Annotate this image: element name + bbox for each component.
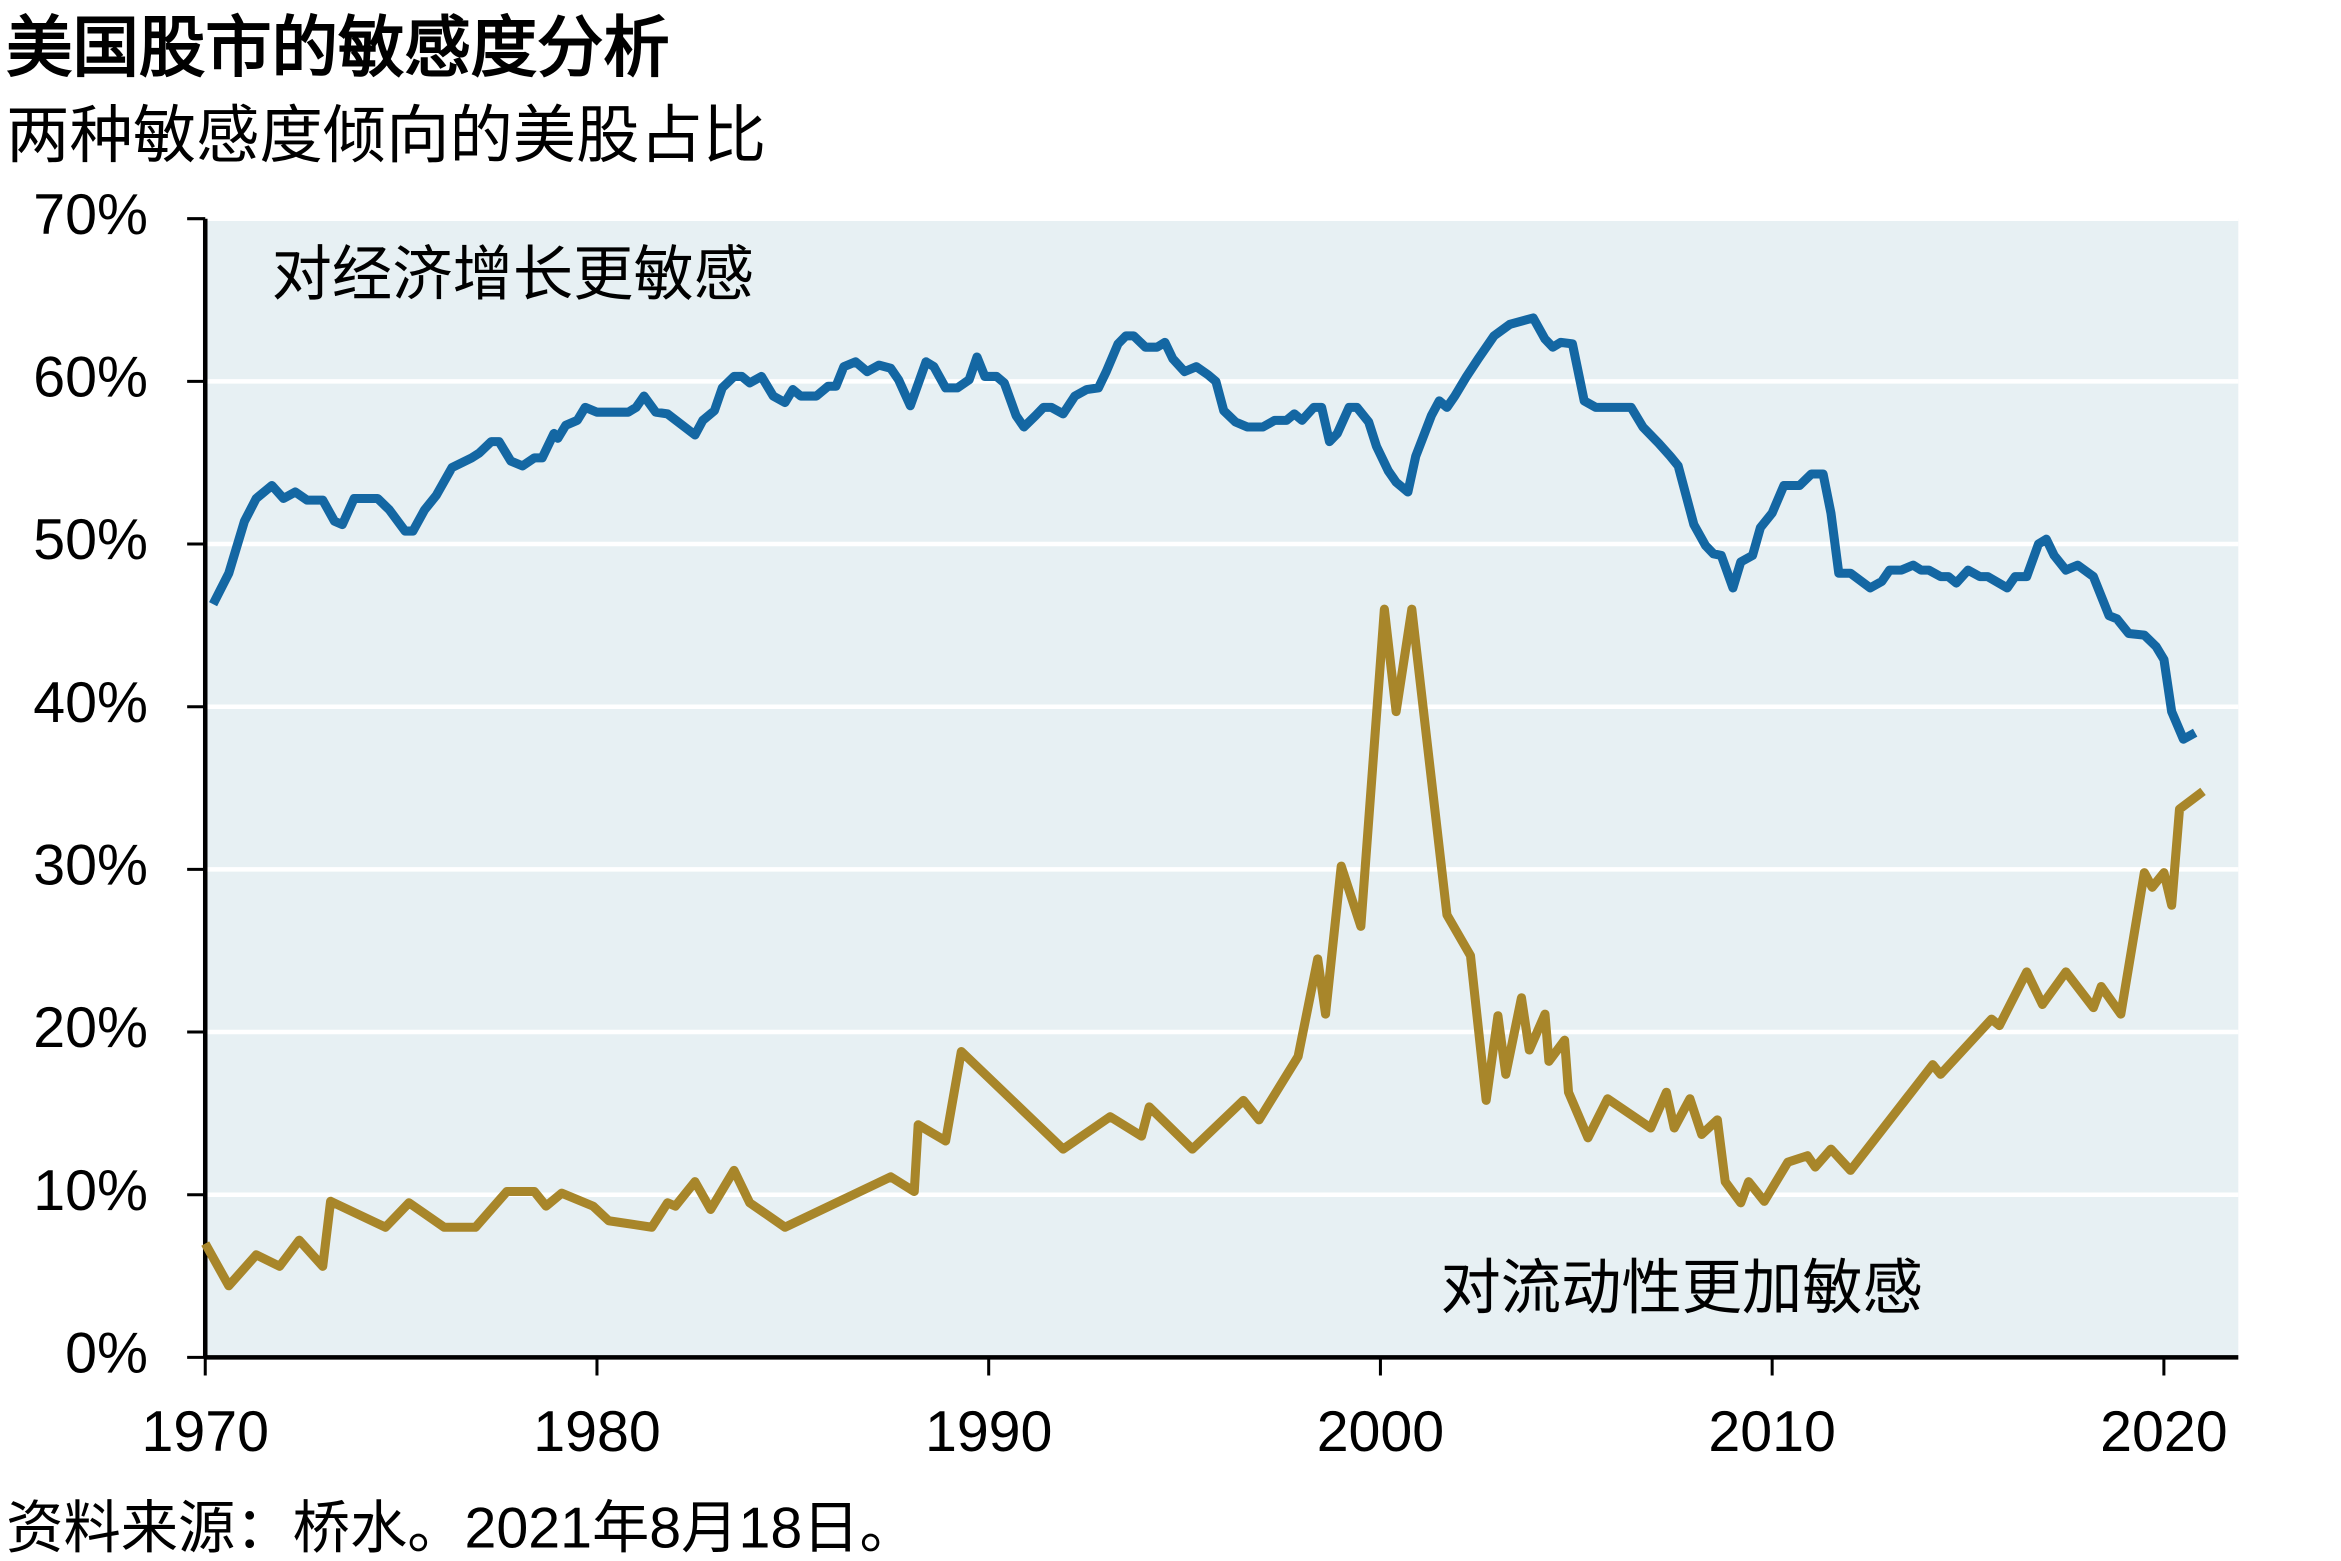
source-note: 资料来源：桥水。2021年8月18日。 [6,1496,917,1560]
x-tick-label: 1980 [533,1400,660,1464]
y-tick-label: 10% [33,1159,148,1223]
series-label: 对经济增长更敏感 [272,240,755,308]
series-line [201,604,2206,1291]
y-tick-label: 20% [33,996,148,1060]
series-label: 对流动性更加敏感 [1440,1253,1923,1321]
x-tick-label: 1970 [142,1400,269,1464]
y-tick-label: 30% [33,834,148,898]
series-line [209,313,2198,744]
chart-title: 美国股市的敏感度分析 [6,11,670,85]
x-tick-label: 2010 [1708,1400,1835,1464]
chart-subtitle: 两种敏感度倾向的美股占比 [6,101,766,171]
x-tick-label: 2000 [1317,1400,1444,1464]
y-tick-label: 40% [33,671,148,735]
x-tick-label: 2020 [2100,1400,2227,1464]
y-tick-label: 0% [65,1322,148,1386]
x-tick-label: 1990 [925,1400,1052,1464]
y-tick-label: 50% [33,508,148,572]
y-tick-label: 60% [33,346,148,410]
y-tick-label: 70% [33,183,148,247]
